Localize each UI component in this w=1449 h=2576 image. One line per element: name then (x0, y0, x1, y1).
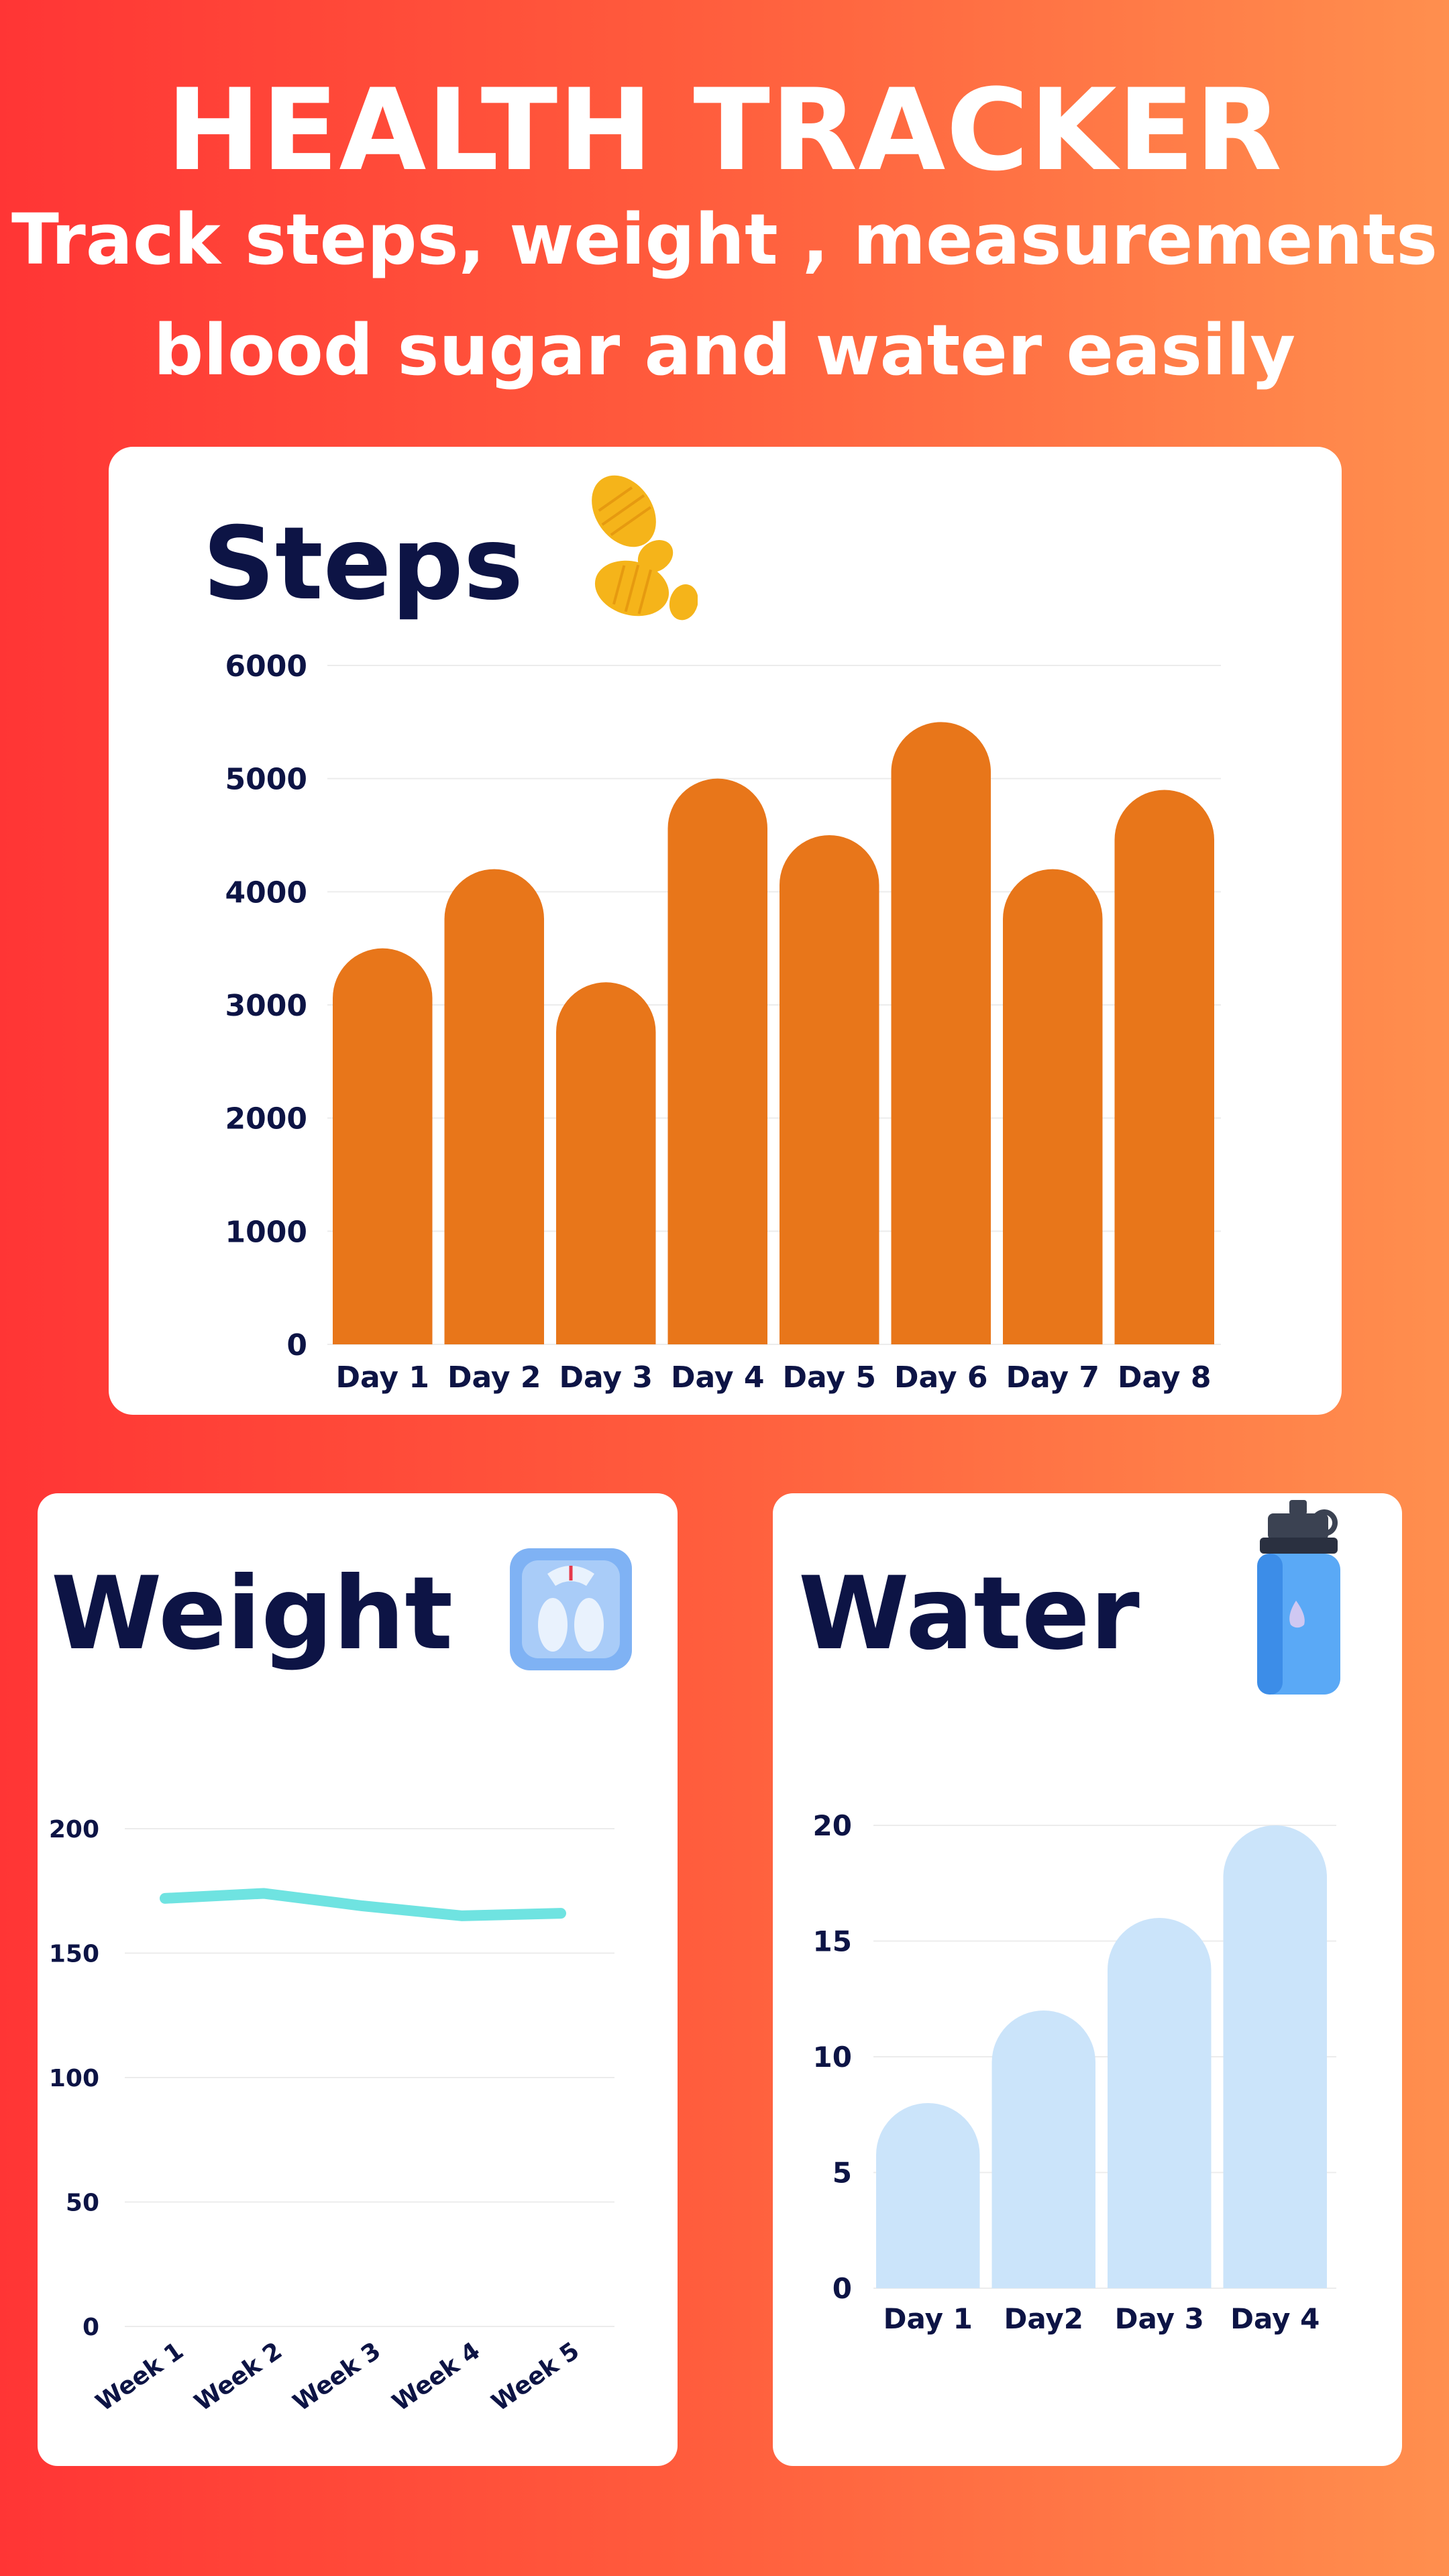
y-tick-label: 20 (813, 1809, 852, 1842)
y-tick-label: 3000 (225, 989, 307, 1023)
y-tick-label: 150 (49, 1941, 99, 1968)
bar (876, 2103, 980, 2288)
y-tick-label: 0 (833, 2272, 852, 2305)
subtitle-line-2: blood sugar and water easily (153, 309, 1296, 391)
water-title: Water (798, 1556, 1140, 1672)
x-tick-label: Week 4 (388, 2337, 485, 2417)
y-tick-label: 100 (49, 2065, 99, 2092)
x-tick-label: Day 7 (1006, 1360, 1099, 1395)
series-line (160, 1888, 566, 1921)
y-tick-label: 200 (49, 1816, 99, 1843)
y-tick-label: 0 (83, 2314, 99, 2341)
water-chart: 0 5 10 15 20 Day 1 Day2 Day 3 Day 4 (813, 1809, 1336, 2335)
bar (1108, 1918, 1212, 2288)
x-tick-label: Day 5 (783, 1360, 876, 1395)
weight-card: Weight 0 50 100 150 200 Week 1 Week 2 Week 3 Wee… (38, 1493, 678, 2466)
bar (1003, 869, 1103, 1344)
x-tick-label: Week 5 (487, 2337, 584, 2417)
y-tick-label: 5000 (225, 763, 307, 797)
bar (1114, 790, 1214, 1344)
y-tick-label: 4000 (225, 875, 307, 910)
data-point (560, 1913, 561, 1915)
x-tick-label: Week 2 (190, 2337, 287, 2417)
bar (556, 982, 656, 1344)
bar (667, 778, 767, 1344)
x-tick-label: Week 1 (91, 2337, 189, 2417)
water-card: Water 0 5 10 15 20 Day 1 Day2 Day 3 Day 4 (773, 1493, 1402, 2466)
x-tick-label: Week 3 (288, 2337, 386, 2417)
data-point (164, 1897, 166, 1899)
x-tick-label: Day 1 (336, 1360, 429, 1395)
y-tick-label: 6000 (225, 649, 307, 684)
weight-chart: 0 50 100 150 200 Week 1 Week 2 Week 3 Week 4 Week… (49, 1816, 614, 2417)
x-tick-label: Day 8 (1118, 1360, 1211, 1395)
weight-title: Weight (51, 1556, 453, 1672)
data-point (461, 1915, 462, 1917)
x-tick-label: Day 4 (671, 1360, 764, 1395)
y-tick-label: 0 (286, 1328, 307, 1362)
bar (991, 2010, 1095, 2288)
y-tick-label: 10 (813, 2041, 852, 2074)
footprints-icon (557, 471, 698, 625)
weighing-scale-icon (507, 1546, 635, 1673)
steps-card: Steps 0 1000 2000 3000 4000 5000 6000 Day 1 Day … (109, 447, 1342, 1415)
steps-chart: 0 1000 2000 3000 4000 5000 6000 Day 1 Day 2 Day 3… (225, 649, 1221, 1395)
bar (333, 948, 433, 1344)
x-tick-label: Day 4 (1230, 2302, 1320, 2335)
water-bottle-icon (1249, 1500, 1350, 1701)
x-tick-label: Day2 (1004, 2302, 1083, 2335)
y-tick-label: 5 (833, 2157, 852, 2190)
x-tick-label: Day 6 (894, 1360, 987, 1395)
steps-title: Steps (203, 506, 524, 623)
subtitle-line-1: Track steps, weight , measurements (11, 199, 1438, 280)
bar (780, 835, 879, 1344)
y-tick-label: 2000 (225, 1102, 307, 1136)
bar (1223, 1825, 1327, 2288)
y-tick-label: 50 (66, 2190, 99, 2217)
bar (891, 722, 991, 1344)
x-tick-label: Day 3 (559, 1360, 653, 1395)
bar (444, 869, 544, 1344)
data-point (263, 1892, 264, 1894)
x-tick-label: Day 1 (883, 2302, 973, 2335)
data-point (362, 1905, 363, 1907)
y-tick-label: 1000 (225, 1215, 307, 1249)
x-tick-label: Day 3 (1115, 2302, 1204, 2335)
page-title: HEALTH TRACKER (166, 64, 1283, 196)
y-tick-label: 15 (813, 1925, 852, 1958)
x-tick-label: Day 2 (447, 1360, 541, 1395)
